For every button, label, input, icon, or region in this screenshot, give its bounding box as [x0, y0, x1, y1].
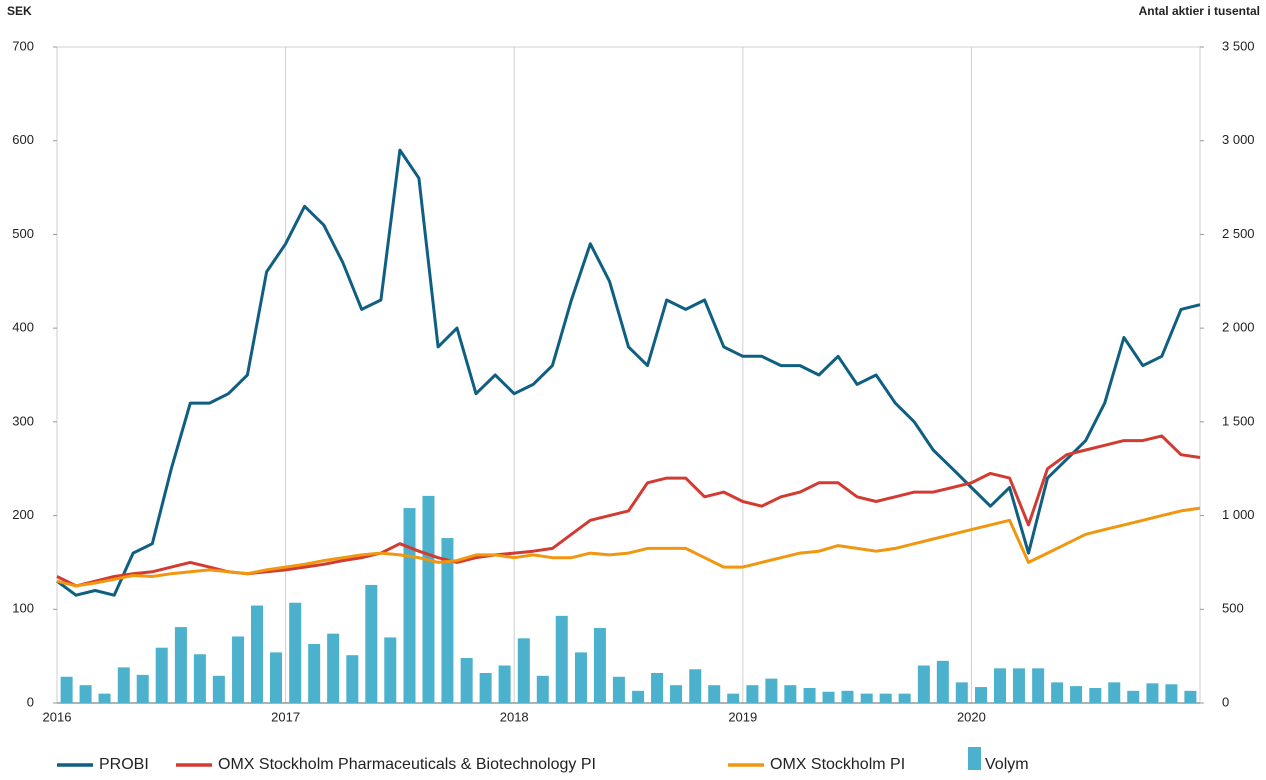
volume-bar: [327, 633, 340, 703]
volume-bar: [174, 627, 187, 703]
volume-bar: [365, 584, 378, 703]
volume-bar: [860, 693, 873, 703]
legend-label: OMX Stockholm PI: [770, 756, 905, 773]
volume-bar: [1165, 684, 1178, 703]
volume-bar: [784, 685, 797, 703]
volume-bar: [136, 674, 149, 703]
volume-bar: [574, 652, 587, 703]
volume-bar: [1032, 668, 1045, 703]
volume-bar: [975, 687, 988, 703]
y2-axis-title: Antal aktier i tusental: [1139, 4, 1260, 18]
y2-tick-label: 1 000: [1222, 507, 1255, 522]
volume-bar: [536, 675, 549, 703]
volume-bar: [1108, 682, 1121, 703]
volume-bar: [269, 652, 282, 703]
legend-swatch: [968, 747, 981, 770]
volume-bar: [155, 647, 168, 703]
volume-bar: [555, 615, 568, 703]
volume-bar: [232, 636, 245, 703]
volume-bar: [346, 655, 359, 703]
volume-bar: [708, 685, 721, 703]
volume-bar: [936, 660, 949, 703]
y2-tick-label: 2 500: [1222, 226, 1255, 241]
volume-bar: [1012, 668, 1025, 703]
volume-bar: [689, 669, 702, 703]
y-tick-label: 300: [12, 413, 34, 428]
volume-bar: [79, 685, 92, 703]
volume-bar: [460, 658, 473, 703]
x-tick-label: 2020: [957, 709, 986, 724]
volume-bar: [593, 628, 606, 703]
volume-bar: [517, 638, 530, 703]
y2-tick-label: 1 500: [1222, 413, 1255, 428]
y-tick-label: 100: [12, 601, 34, 616]
volume-bar: [289, 602, 302, 703]
volume-bar: [746, 685, 759, 703]
y-tick-label: 700: [12, 38, 34, 53]
volume-bar: [441, 538, 454, 703]
volume-bar: [879, 693, 892, 703]
volume-bar: [727, 693, 740, 703]
volume-bar: [1146, 683, 1159, 703]
volume-bar: [822, 691, 835, 703]
y-tick-label: 600: [12, 132, 34, 147]
y-tick-label: 200: [12, 507, 34, 522]
y2-tick-label: 2 000: [1222, 320, 1255, 335]
volume-bar: [993, 668, 1006, 703]
x-tick-label: 2018: [500, 709, 529, 724]
volume-bar: [917, 665, 930, 703]
volume-bar: [308, 643, 321, 703]
volume-bar: [765, 678, 778, 703]
volume-bar: [651, 673, 664, 703]
y-axis-title: SEK: [7, 4, 32, 18]
volume-bar: [1051, 682, 1064, 703]
legend-label: OMX Stockholm Pharmaceuticals & Biotechn…: [218, 756, 596, 773]
y2-tick-label: 3 000: [1222, 132, 1255, 147]
line-series: [56, 506, 1201, 588]
volume-bar: [841, 690, 854, 703]
volume-bar: [670, 685, 683, 703]
y-tick-label: 400: [12, 320, 34, 335]
volume-bar: [60, 676, 73, 703]
volume-bar: [117, 667, 130, 703]
volume-bar: [955, 682, 968, 703]
x-tick-label: 2017: [271, 709, 300, 724]
y2-tick-label: 500: [1222, 601, 1244, 616]
volume-bar: [1184, 690, 1197, 703]
volume-bar: [384, 637, 397, 703]
y-tick-label: 0: [27, 694, 34, 709]
volume-bar: [612, 676, 625, 703]
y2-tick-label: 0: [1222, 694, 1229, 709]
volume-bar: [212, 675, 225, 703]
volume-bar: [632, 690, 645, 703]
y-tick-label: 500: [12, 226, 34, 241]
volume-bar: [422, 495, 435, 703]
volume-bar: [98, 693, 111, 703]
volume-bar: [803, 688, 816, 703]
volume-bar: [1089, 688, 1102, 703]
plot-frame: [56, 46, 1201, 704]
y2-tick-label: 3 500: [1222, 38, 1255, 53]
volume-bar: [1127, 690, 1140, 703]
x-tick-label: 2019: [728, 709, 757, 724]
volume-bar: [403, 508, 416, 703]
volume-bar: [251, 605, 264, 703]
volume-bar: [479, 673, 492, 703]
x-tick-label: 2016: [43, 709, 72, 724]
volume-bar: [898, 693, 911, 703]
volume-bar: [193, 654, 206, 703]
volume-bar: [1070, 686, 1083, 703]
volume-bar: [498, 665, 511, 703]
legend-label: Volym: [985, 756, 1029, 773]
legend-label: PROBI: [99, 756, 149, 773]
line-series: [56, 148, 1201, 597]
